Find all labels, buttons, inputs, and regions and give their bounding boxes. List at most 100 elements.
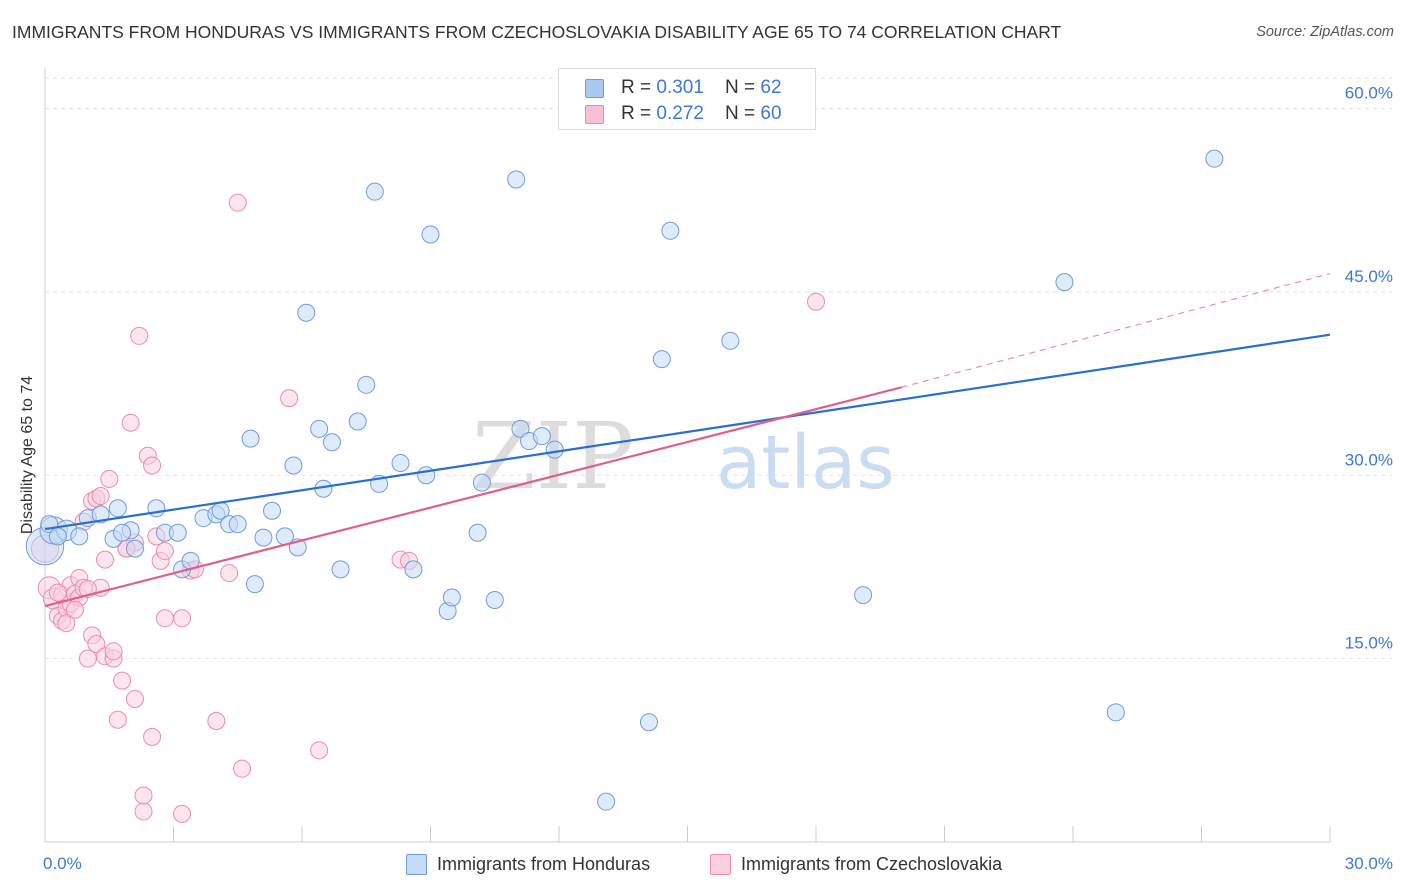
czechoslovakia-point	[155, 542, 174, 561]
honduras-point	[1205, 149, 1224, 168]
czechoslovakia-point	[108, 710, 127, 729]
honduras-point	[597, 792, 616, 811]
honduras-point	[854, 586, 873, 605]
czechoslovakia-point	[220, 564, 239, 583]
honduras-point	[545, 440, 564, 459]
czechoslovakia-point	[121, 413, 140, 432]
honduras-point	[721, 331, 740, 350]
correlation-legend: R = 0.301 N = 62 R = 0.272 N = 60	[558, 68, 816, 130]
bottom-legend-swatch-honduras	[406, 853, 427, 875]
czechoslovakia-point	[87, 634, 106, 653]
czechoslovakia-point	[207, 711, 226, 730]
honduras-point	[1055, 273, 1074, 292]
bottom-legend-label-honduras: Immigrants from Honduras	[437, 853, 651, 874]
tick-labels: 15.0% 30.0% 45.0% 60.0% 0.0% 30.0%	[43, 84, 1393, 873]
legend-swatch-honduras	[585, 78, 604, 98]
watermark-atlas: atlas	[716, 420, 895, 506]
legend-n-value-honduras: 62	[760, 77, 782, 98]
legend-n-label: N =	[725, 77, 761, 98]
y-tick-label: 30.0%	[1345, 450, 1393, 469]
source-label: Source: ZipAtlas.com	[1256, 24, 1394, 40]
y-tick-label: 60.0%	[1345, 84, 1393, 103]
legend-r-label: R =	[621, 103, 657, 124]
czechoslovakia-point	[48, 583, 67, 602]
honduras-point	[168, 523, 187, 542]
honduras-point	[48, 527, 67, 546]
honduras-point	[468, 523, 487, 542]
honduras-point	[417, 466, 436, 485]
czechoslovakia-point	[65, 600, 84, 619]
czechoslovakia-point	[310, 741, 329, 760]
czechoslovakia-point	[78, 649, 97, 668]
honduras-point	[147, 499, 166, 518]
honduras-point	[254, 528, 273, 547]
czechoslovakia-trend-line	[44, 386, 902, 608]
czechoslovakia-point	[173, 609, 192, 628]
honduras-point	[245, 575, 264, 594]
honduras-point	[421, 225, 440, 244]
honduras-point	[228, 515, 247, 534]
legend-r-value-czechoslovakia: 0.272	[656, 103, 704, 124]
axes	[44, 68, 1331, 843]
honduras-trend-line	[44, 333, 1331, 531]
honduras-point	[297, 303, 316, 322]
grid-lines	[45, 77, 1392, 660]
honduras-point	[472, 473, 491, 492]
watermark: ZIP atlas	[472, 403, 895, 510]
czechoslovakia-point	[125, 689, 144, 708]
trend-lines	[44, 273, 1331, 608]
honduras-point	[442, 588, 461, 607]
x-tick-label-min: 0.0%	[43, 854, 82, 873]
legend-r-value-honduras: 0.301	[656, 77, 704, 98]
honduras-point	[70, 527, 89, 546]
honduras-point	[125, 539, 144, 558]
honduras-point	[113, 523, 132, 542]
bottom-legend-honduras: Immigrants from Honduras	[406, 851, 650, 877]
legend-swatch-czechoslovakia	[585, 104, 604, 124]
honduras-point	[241, 429, 260, 448]
czechoslovakia-point	[134, 802, 153, 821]
bottom-legend-czechoslovakia: Immigrants from Czechoslovakia	[710, 851, 1002, 877]
honduras-point	[108, 499, 127, 518]
czechoslovakia-point	[57, 614, 76, 633]
honduras-point	[322, 433, 341, 452]
honduras-point	[331, 560, 350, 579]
honduras-point	[365, 182, 384, 201]
y-tick-label: 45.0%	[1345, 267, 1393, 286]
czechoslovakia-points	[30, 193, 825, 823]
czechoslovakia-point	[95, 550, 114, 569]
czechoslovakia-point	[104, 642, 123, 661]
honduras-point	[485, 590, 504, 609]
czechoslovakia-trend-extension	[901, 273, 1331, 388]
honduras-point	[404, 560, 423, 579]
chart-title: IMMIGRANTS FROM HONDURAS VS IMMIGRANTS F…	[12, 22, 1062, 42]
honduras-point	[263, 501, 282, 520]
czechoslovakia-point	[91, 487, 110, 506]
honduras-point	[511, 419, 530, 438]
czechoslovakia-point	[130, 326, 149, 345]
honduras-point	[639, 713, 658, 732]
czechoslovakia-point	[100, 469, 119, 488]
honduras-point	[1106, 703, 1125, 722]
honduras-point	[532, 427, 551, 446]
legend-r-label: R =	[621, 77, 657, 98]
honduras-point	[348, 412, 367, 431]
czechoslovakia-point	[143, 456, 162, 475]
czechoslovakia-point	[228, 193, 247, 212]
honduras-point	[310, 419, 329, 438]
czechoslovakia-point	[134, 786, 153, 805]
czechoslovakia-point	[143, 727, 162, 746]
czechoslovakia-point	[233, 759, 252, 778]
honduras-point	[507, 170, 526, 189]
czechoslovakia-point	[280, 389, 299, 408]
x-tick-label-max: 30.0%	[1345, 854, 1393, 873]
legend-n-value-czechoslovakia: 60	[760, 103, 782, 124]
czechoslovakia-point	[113, 671, 132, 690]
czechoslovakia-point	[173, 804, 192, 823]
honduras-point	[391, 454, 410, 473]
bottom-legend-swatch-czechoslovakia	[710, 853, 731, 875]
honduras-point	[357, 375, 376, 394]
honduras-point	[284, 456, 303, 475]
czechoslovakia-point	[155, 609, 174, 628]
